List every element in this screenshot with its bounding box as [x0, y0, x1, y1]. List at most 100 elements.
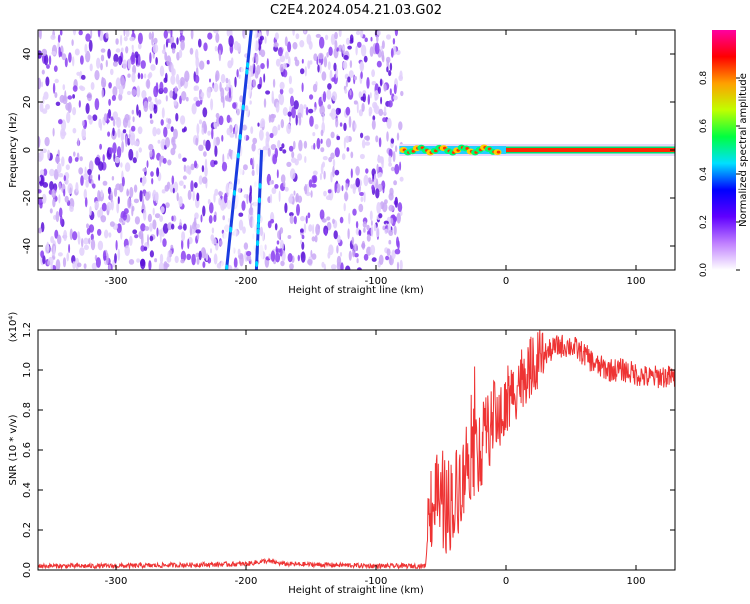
spectrogram-cell: [278, 190, 281, 202]
spectrogram-cell: [133, 198, 139, 204]
spectrogram-cell: [295, 192, 299, 203]
spectrogram-cell: [159, 81, 164, 92]
spectrogram-cell: [187, 238, 190, 250]
spectrogram-cell: [300, 215, 305, 222]
spectrogram-cell: [226, 30, 230, 37]
spectrogram-cell: [378, 137, 382, 148]
spectrogram-cell: [129, 186, 134, 198]
spectrogram-cell: [305, 106, 309, 116]
spectrogram-cell: [100, 62, 103, 71]
spectrogram-cell: [350, 184, 353, 189]
spectrogram-cell: [184, 70, 190, 83]
spectrogram-cell: [377, 86, 381, 95]
spectrogram-cell: [255, 53, 259, 65]
spectrogram-cell: [97, 30, 101, 38]
spectrogram-cell: [388, 100, 393, 108]
spectrogram-cell: [331, 91, 338, 102]
spectrogram-cell: [370, 36, 373, 42]
spectrogram-cell: [160, 119, 164, 126]
spectrogram-cell: [234, 76, 237, 88]
spectrogram-cell: [319, 105, 326, 116]
spectrogram-cell: [388, 70, 392, 77]
spectrogram-cell: [330, 108, 337, 120]
spectrogram-cell: [137, 126, 143, 135]
spectrogram-cell: [163, 87, 168, 94]
spectrogram-cell: [360, 132, 364, 139]
spectrogram-cell: [72, 107, 77, 116]
spectrogram-cell: [72, 56, 75, 67]
spectrogram-cell: [307, 60, 311, 70]
spectrogram-cell: [284, 51, 289, 60]
spectrogram-cell: [67, 95, 73, 100]
spectrogram-cell: [195, 56, 200, 68]
spectrogram-cell: [304, 156, 307, 163]
spectrogram-cell: [317, 64, 320, 73]
spectrogram-cell: [388, 204, 395, 212]
spectrogram-cell: [66, 111, 71, 124]
spectrogram-cell: [303, 223, 307, 234]
spectrogram-cell: [72, 231, 78, 241]
spectrogram-cell: [38, 227, 42, 234]
spectrogram-cell: [399, 70, 403, 80]
spectrogram-cell: [57, 34, 61, 43]
spectrogram-cell: [271, 90, 274, 103]
spectrogram-cell: [215, 32, 220, 44]
spectrogram-cell: [320, 147, 325, 153]
spectrogram-cell: [322, 156, 328, 161]
spectrogram-cell: [92, 183, 96, 189]
tone-peak-core: [496, 150, 501, 154]
spectrogram-cell: [211, 237, 217, 245]
spectrogram-cell: [105, 59, 108, 68]
spectrogram-cell: [41, 108, 48, 114]
spectrogram-cell: [295, 33, 300, 40]
spectrogram-cell: [357, 41, 362, 48]
spectrogram-cell: [90, 239, 96, 251]
spectrogram-cell: [62, 84, 66, 91]
spectrogram-cell: [386, 34, 391, 40]
spectrogram-cell: [323, 170, 326, 180]
spectrogram-cell: [105, 32, 109, 39]
spectrogram-cell: [353, 76, 357, 81]
spectrogram-cell: [263, 73, 266, 83]
spectrogram-cell: [353, 243, 358, 252]
spectrogram-cell: [354, 253, 359, 258]
spectrogram-cell: [181, 231, 186, 242]
spectrogram-cell: [171, 47, 176, 54]
spectrogram-cell: [68, 243, 71, 254]
spectrogram-cell: [59, 30, 63, 36]
spectrogram-cell: [97, 228, 102, 236]
spectrogram-cell: [118, 55, 123, 66]
spectrogram-cell: [375, 188, 380, 199]
spectrogram-cell: [364, 37, 368, 43]
spectrogram-cell: [386, 248, 391, 256]
spectrogram-cell: [246, 250, 252, 257]
spectrogram-cell: [338, 30, 342, 37]
spectrogram-cell: [394, 145, 398, 153]
spectrogram-cell: [345, 106, 351, 116]
spectrogram-cell: [99, 122, 103, 131]
spectrogram-cell: [388, 162, 392, 167]
spectrogram-cell: [359, 192, 365, 196]
spectrogram-cell: [203, 42, 208, 52]
spectrogram-cell: [273, 42, 279, 48]
spectrogram-cell: [165, 95, 168, 102]
snr-y-ticks: 0.0 0.2 0.4 0.6 0.8 1.0 1.2: [22, 322, 675, 578]
spectrogram-cell: [386, 117, 392, 129]
spectrogram-cell: [127, 58, 132, 70]
spectrogram-cell: [193, 217, 197, 228]
spectrogram-cell: [283, 181, 286, 188]
spectrogram-cell: [334, 169, 340, 176]
spectrogram-cell: [215, 112, 220, 119]
spectrogram-cell: [213, 30, 219, 34]
spectrogram-cell: [132, 30, 135, 34]
spectrogram-cell: [156, 227, 159, 237]
spectrogram-cell: [394, 248, 401, 255]
spectrogram-cell: [356, 258, 359, 264]
spectrogram-cell: [150, 171, 154, 177]
spectrogram-cell: [299, 40, 305, 48]
spectrogram-cell: [183, 126, 187, 132]
spectrogram-cell: [370, 225, 374, 237]
spectrogram-cell: [326, 89, 332, 100]
spectrogram-cell: [114, 156, 120, 164]
spectrogram-cell: [300, 239, 303, 245]
